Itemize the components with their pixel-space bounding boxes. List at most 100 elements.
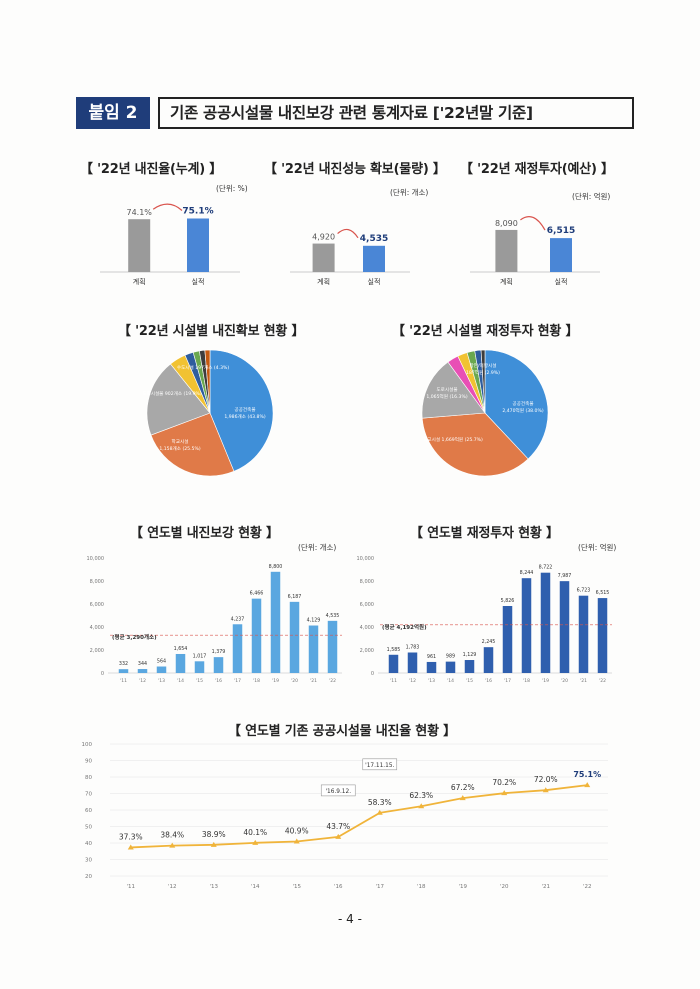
x-tick-label: '21 xyxy=(310,678,317,684)
data-label: 4,129 xyxy=(307,618,321,624)
data-label: 989 xyxy=(446,654,455,660)
bar xyxy=(289,601,300,673)
annotation-label: '17.11.15. xyxy=(365,763,394,769)
y-tick-label: 30 xyxy=(85,858,92,864)
bar xyxy=(483,647,494,673)
data-label: 4,237 xyxy=(231,616,245,622)
bar-chart-budget: 8,090 계획 6,515 실적 xyxy=(470,216,600,286)
data-label: 6,515 xyxy=(596,590,610,596)
trend-arrow xyxy=(337,228,359,239)
data-point xyxy=(293,838,300,844)
average-label: (평균 4,192억원) xyxy=(382,623,427,631)
data-point xyxy=(376,809,383,815)
data-point xyxy=(252,839,259,845)
x-tick-label: '13 xyxy=(428,678,435,684)
y-tick-label: 8,000 xyxy=(360,579,374,585)
bar xyxy=(597,598,608,673)
bar-chart-yearly-reinforcement: 10,000 8,000 6,000 4,000 2,000 0 332 '11 344 '12 5… xyxy=(87,556,342,684)
bar xyxy=(495,229,518,272)
x-tick-label: '16 xyxy=(485,678,492,684)
y-tick-label: 0 xyxy=(371,671,374,677)
category-label: 실적 xyxy=(368,277,381,286)
data-label: 564 xyxy=(157,659,166,665)
x-tick-label: '22 xyxy=(583,884,592,890)
average-label: (평균 3,290개소) xyxy=(112,633,157,641)
data-point xyxy=(542,787,549,793)
y-tick-label: 50 xyxy=(85,825,92,831)
slice-value: 187억원 (2.9%) xyxy=(466,369,500,376)
data-label: 4,535 xyxy=(360,234,388,244)
data-label: 1,585 xyxy=(387,647,401,653)
data-label: 8,722 xyxy=(539,565,553,571)
series-line xyxy=(130,784,588,849)
category-label: 계획 xyxy=(133,277,146,286)
slice-value: 1,158개소 (25.5%) xyxy=(159,445,200,452)
data-label: 332 xyxy=(119,661,128,667)
data-label: 8,800 xyxy=(269,564,283,570)
data-point xyxy=(584,782,591,788)
slice-value: 2,470억원 (38.0%) xyxy=(502,407,543,414)
pie-title-facility-count: 【 '22년 시설별 내진확보 현황 】 xyxy=(118,324,305,339)
y-tick-label: 90 xyxy=(85,759,92,765)
x-tick-label: '22 xyxy=(599,678,606,684)
chart-title-yearly-investment: 【 연도별 재정투자 현황 】 xyxy=(410,526,559,541)
y-tick-label: 60 xyxy=(85,808,92,814)
data-label: 8,090 xyxy=(495,219,518,228)
pie-slice xyxy=(484,349,549,460)
data-label: 72.0% xyxy=(534,775,558,784)
y-tick-label: 0 xyxy=(101,671,104,677)
bar xyxy=(194,661,205,673)
data-label: 344 xyxy=(138,661,147,667)
x-tick-label: '17 xyxy=(504,678,511,684)
pie-slice xyxy=(480,349,486,414)
x-tick-label: '16 xyxy=(215,678,222,684)
bar xyxy=(213,657,224,673)
slice-label: 도로시설물 902개소 (19.9%) xyxy=(142,390,202,397)
x-tick-label: '20 xyxy=(291,678,298,684)
category-label: 계획 xyxy=(317,277,330,286)
x-tick-label: '19 xyxy=(542,678,549,684)
bar xyxy=(327,620,338,673)
x-tick-label: '11 xyxy=(120,678,127,684)
bar xyxy=(137,669,148,673)
pie-slice xyxy=(146,363,211,436)
y-tick-label: 100 xyxy=(82,742,93,748)
data-label: 1,783 xyxy=(406,644,420,650)
trend-arrow xyxy=(152,203,183,211)
data-label: 58.3% xyxy=(368,798,392,807)
slice-label: 학교시설 1,669억원 (25.7%) xyxy=(423,436,483,443)
y-tick-label: 6,000 xyxy=(90,602,104,608)
data-label: 4,535 xyxy=(326,613,340,619)
bar xyxy=(464,660,475,673)
y-tick-label: 4,000 xyxy=(360,625,374,631)
slice-label: 수도시설 197개소 (4.3%) xyxy=(177,364,230,371)
data-label: 4,920 xyxy=(312,233,335,242)
data-label: 1,379 xyxy=(212,649,226,655)
data-label: 5,826 xyxy=(501,598,515,604)
x-tick-label: '15 xyxy=(196,678,203,684)
bar-chart-seismic-rate: 74.1% 계획 75.1% 실적 xyxy=(100,203,240,286)
y-tick-label: 20 xyxy=(85,874,92,880)
y-tick-label: 70 xyxy=(85,792,92,798)
data-point xyxy=(210,841,217,847)
x-tick-label: '21 xyxy=(541,884,550,890)
data-label: 6,466 xyxy=(250,591,264,597)
bar xyxy=(232,624,243,673)
data-label: 961 xyxy=(427,654,436,660)
x-tick-label: '19 xyxy=(272,678,279,684)
slice-label: 항만/어항시설 xyxy=(470,362,497,369)
bar-chart-yearly-investment: 10,000 8,000 6,000 4,000 2,000 0 1,585 '11 1,783… xyxy=(357,556,612,684)
y-tick-label: 2,000 xyxy=(360,648,374,654)
data-label: 74.1% xyxy=(126,208,152,217)
bar xyxy=(312,243,335,272)
x-tick-label: '17 xyxy=(234,678,241,684)
x-tick-label: '14 xyxy=(177,678,184,684)
bar xyxy=(407,652,418,673)
x-tick-label: '15 xyxy=(292,884,301,890)
x-tick-label: '15 xyxy=(466,678,473,684)
x-tick-label: '11 xyxy=(390,678,397,684)
data-point xyxy=(501,790,508,796)
bar xyxy=(540,572,551,673)
